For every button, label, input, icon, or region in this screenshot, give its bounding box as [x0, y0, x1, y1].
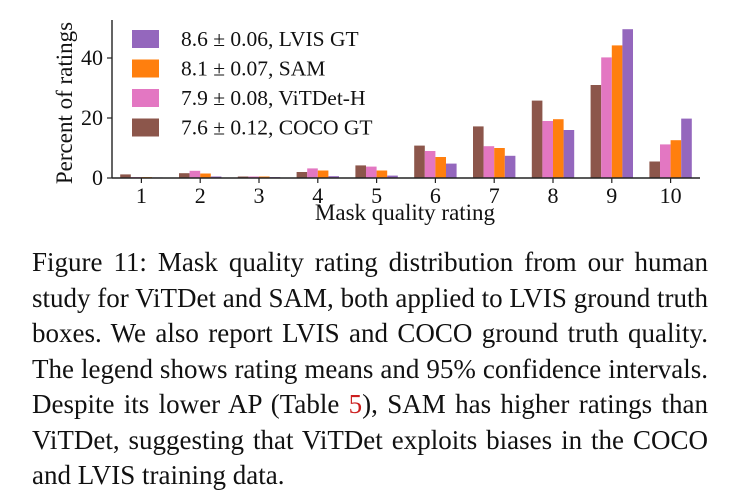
legend-label-lvis-gt: 8.6 ± 0.06, LVIS GT: [181, 27, 359, 51]
bar-coco-gt-10: [649, 161, 660, 178]
bar-lvis-gt-2: [210, 176, 222, 178]
bar-vitdet-h-5: [366, 166, 377, 178]
legend-swatch-vitdet-h: [132, 89, 159, 107]
bar-coco-gt-3: [237, 176, 249, 178]
bar-sam-9: [611, 45, 623, 179]
bars: [120, 29, 692, 179]
ticks: 0 20 40 1 2 3 4 5 6 7 8 9 10: [81, 45, 682, 208]
caption-text-part1: Mask quality rating distribution from ou…: [32, 247, 708, 419]
legend-swatch-sam: [132, 59, 159, 78]
bar-vitdet-h-7: [483, 146, 495, 178]
bar-sam-4: [317, 170, 329, 178]
bar-vitdet-h-2: [189, 170, 201, 178]
bar-coco-gt-7: [473, 126, 484, 178]
bar-chart: 0 20 40 1 2 3 4 5 6 7 8 9 10 8.6 ± 0.06, LVIS GT 8.1 …: [52, 20, 700, 225]
bar-lvis-gt-7: [504, 155, 516, 178]
bar-lvis-gt-6: [446, 163, 457, 178]
caption-text-part2: ), SAM has higher ratings than ViTDet, s…: [32, 389, 708, 490]
x-tick-label-10: 10: [660, 183, 682, 208]
legend-label-vitdet-h: 7.9 ± 0.08, ViTDet-H: [181, 86, 365, 110]
bar-vitdet-h-6: [424, 151, 436, 178]
x-tick-label-4: 4: [312, 183, 323, 208]
axes: [111, 20, 700, 179]
bar-sam-5: [376, 170, 388, 178]
bar-vitdet-h-3: [248, 176, 259, 178]
x-tick-label-2: 2: [195, 183, 206, 208]
x-tick-label-3: 3: [254, 183, 265, 208]
bar-lvis-gt-4: [328, 176, 339, 178]
bar-coco-gt-2: [179, 173, 190, 178]
bar-sam-10: [670, 140, 682, 178]
x-tick-label-8: 8: [548, 183, 559, 208]
table-reference-link[interactable]: 5: [348, 389, 363, 419]
bar-vitdet-h-10: [660, 144, 671, 178]
x-tick-label-5: 5: [371, 183, 382, 208]
x-axis-label: Mask quality rating: [315, 200, 496, 225]
bar-coco-gt-6: [414, 145, 425, 178]
legend-label-sam: 8.1 ± 0.07, SAM: [181, 57, 325, 81]
bar-coco-gt-1: [120, 174, 131, 178]
bar-sam-8: [553, 119, 564, 178]
bar-lvis-gt-8: [563, 130, 575, 178]
bar-lvis-gt-5: [387, 175, 398, 178]
bar-coco-gt-4: [296, 172, 308, 178]
legend-swatch-coco-gt: [132, 118, 159, 137]
y-tick-label-20: 20: [81, 105, 103, 130]
x-tick-label-6: 6: [430, 183, 441, 208]
legend-label-coco-gt: 7.6 ± 0.12, COCO GT: [181, 116, 373, 140]
bar-coco-gt-8: [531, 100, 543, 178]
y-tick-label-0: 0: [92, 165, 103, 190]
figure-caption: Figure 11: Mask quality rating distribut…: [32, 245, 708, 494]
y-tick-label-40: 40: [81, 45, 103, 70]
bar-coco-gt-9: [590, 85, 602, 178]
caption-label: Figure 11:: [32, 247, 147, 277]
bar-sam-7: [494, 148, 505, 178]
bar-lvis-gt-9: [622, 29, 633, 179]
y-axis-label: Percent of ratings: [52, 22, 77, 184]
bar-sam-2: [200, 173, 211, 178]
bar-lvis-gt-10: [681, 118, 692, 178]
bar-coco-gt-5: [355, 165, 366, 178]
legend: 8.6 ± 0.06, LVIS GT 8.1 ± 0.07, SAM 7.9 ± …: [132, 27, 373, 140]
x-tick-label-9: 9: [606, 183, 617, 208]
x-tick-label-7: 7: [489, 183, 500, 208]
x-tick-label-1: 1: [136, 183, 147, 208]
bar-sam-3: [259, 176, 270, 178]
bar-sam-6: [435, 157, 446, 178]
legend-swatch-lvis-gt: [132, 30, 159, 48]
bar-vitdet-h-9: [601, 57, 612, 178]
bar-vitdet-h-8: [542, 121, 553, 178]
bar-vitdet-h-4: [307, 168, 318, 178]
